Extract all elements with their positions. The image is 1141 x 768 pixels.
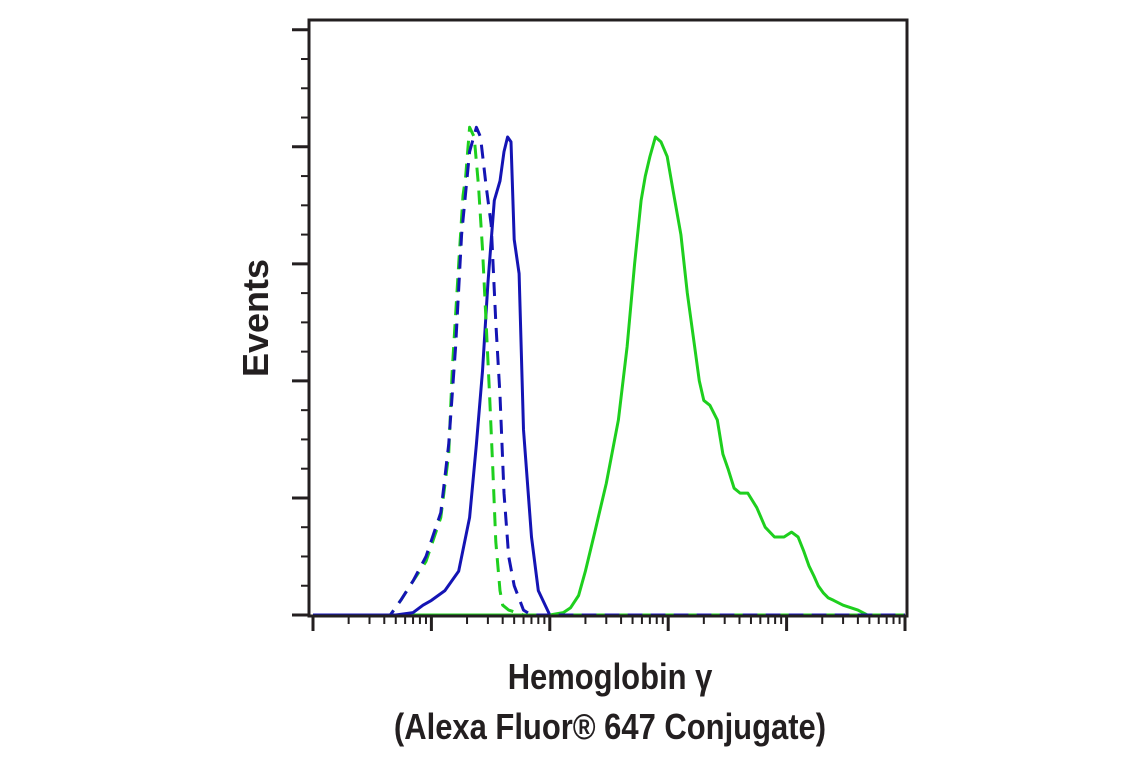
histogram-series-1-solid xyxy=(313,135,905,617)
histogram-series-4-dashed xyxy=(313,125,905,617)
x-axis-label-line2: (Alexa Fluor® 647 Conjugate) xyxy=(394,708,826,748)
series-layer xyxy=(313,125,905,617)
y-axis-label: Events xyxy=(235,259,276,377)
x-axis-label-line1: Hemoglobin γ xyxy=(508,658,713,698)
histogram-series-2-solid xyxy=(313,135,905,617)
histogram-series-3-dashed xyxy=(313,125,905,617)
axis-ticks xyxy=(292,28,907,631)
plot-frame xyxy=(307,18,909,618)
